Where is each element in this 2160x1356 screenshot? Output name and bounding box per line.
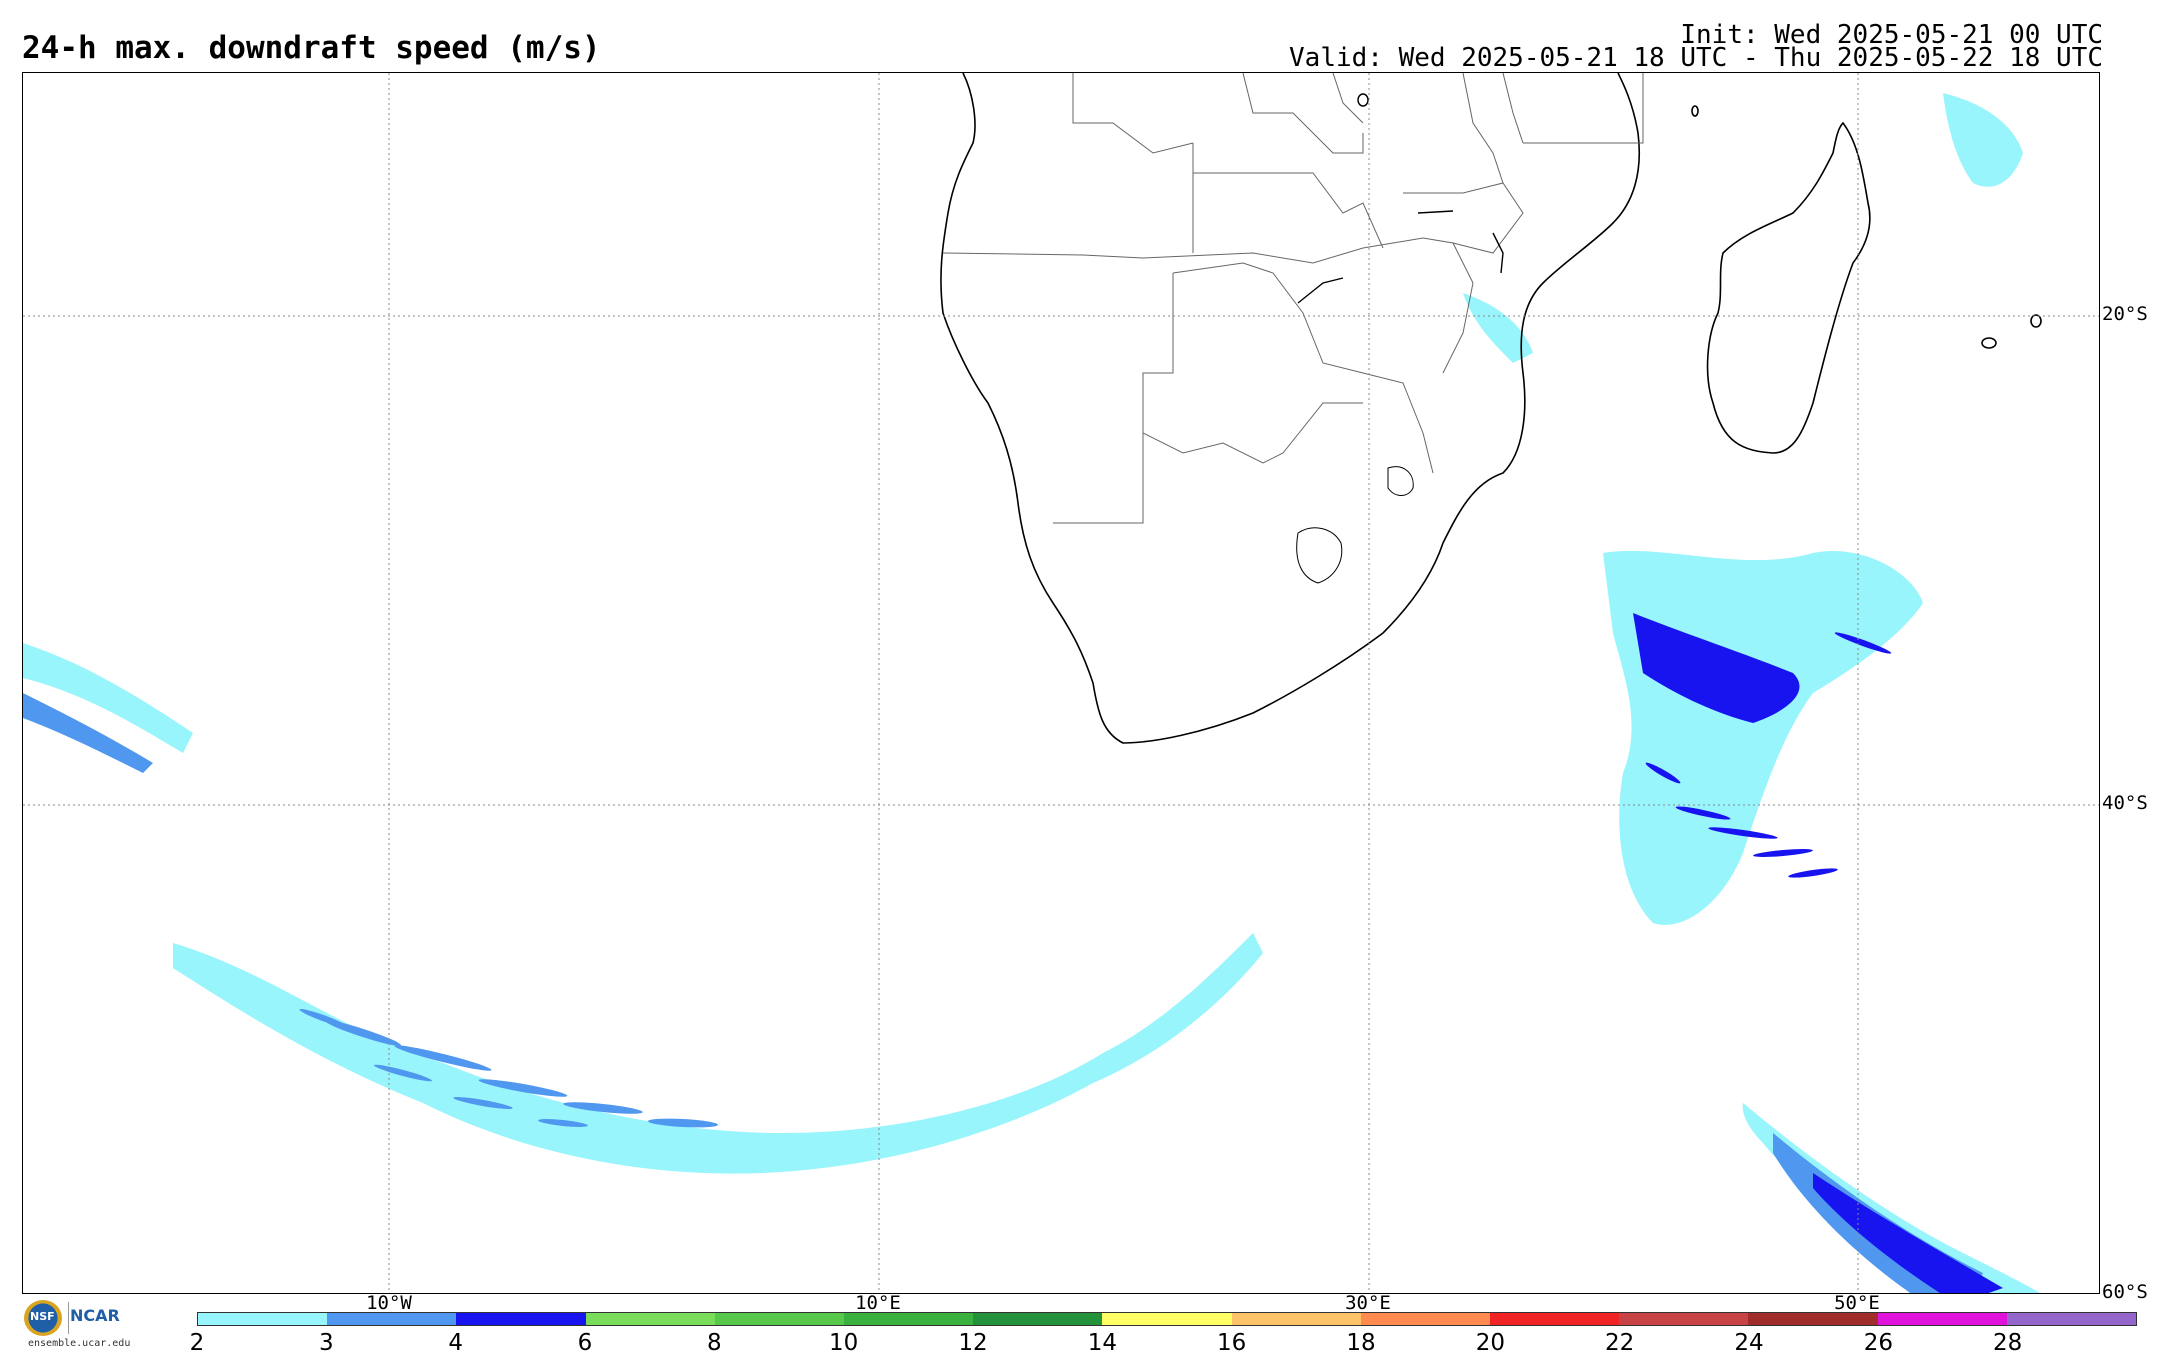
shading-streak (1708, 827, 1778, 839)
lat-label-40s: 40°S (2102, 792, 2148, 814)
comoros-outline (1691, 105, 1699, 117)
graticule (23, 73, 2099, 1293)
colorbar-segment (1619, 1313, 1749, 1325)
colorbar-tick-label: 6 (577, 1330, 593, 1356)
shading-west-edge-2 (23, 693, 153, 773)
country-borders (942, 73, 1644, 524)
shading-arc-band (173, 933, 1263, 1174)
eswatini-outline (1387, 466, 1414, 496)
colorbar-segment (1490, 1313, 1620, 1325)
nsf-logo-icon (24, 1300, 62, 1336)
lesotho-outline (1296, 527, 1343, 584)
mauritius-outline (1981, 337, 1997, 349)
nsf-logo-text: NSF (30, 1310, 55, 1323)
coastline-africa (940, 73, 1641, 744)
shading-streak (1645, 762, 1681, 784)
colorbar-tick-label: 16 (1217, 1330, 1247, 1356)
colorbar-segment (198, 1313, 328, 1325)
colorbar-tick-label: 8 (707, 1330, 722, 1356)
downdraft-shading-east (1603, 550, 1923, 925)
colorbar-tick-label: 26 (1863, 1330, 1893, 1356)
downdraft-shading-southwest (23, 643, 1263, 1174)
lon-label-50e: 50°E (1834, 1292, 1880, 1314)
shading-se-core (1813, 1173, 2003, 1293)
lat-label-20s: 20°S (2102, 303, 2148, 325)
shading-west-edge (23, 643, 193, 753)
shading-streak (538, 1119, 588, 1127)
lon-label-30e: 30°E (1345, 1292, 1391, 1314)
colorbar-tick-label: 28 (1993, 1330, 2023, 1356)
colorbar-segment (1748, 1313, 1878, 1325)
colorbar (197, 1312, 2137, 1326)
shading-streak (1834, 632, 1892, 654)
shading-ne-patch-2 (1463, 293, 1533, 363)
colorbar-segment (456, 1313, 586, 1325)
colorbar-tick-label: 24 (1734, 1330, 1764, 1356)
shading-ne-patch (1943, 93, 2023, 187)
coastline-madagascar (1691, 105, 2042, 454)
map-canvas (23, 73, 2099, 1293)
logo-url: ensemble.ucar.edu (28, 1338, 131, 1349)
downdraft-shading-northeast (1463, 93, 2023, 363)
colorbar-tick-label: 2 (189, 1330, 205, 1356)
colorbar-tick-label: 4 (448, 1330, 463, 1356)
shading-streak (299, 1008, 347, 1028)
colorbar-tick-label: 10 (829, 1330, 859, 1356)
init-time: Init: Wed 2025-05-21 00 UTC (1680, 20, 2103, 50)
colorbar-tick-label: 22 (1605, 1330, 1635, 1356)
colorbar-segment (844, 1313, 974, 1325)
shading-streak (1788, 868, 1838, 878)
colorbar-tick-label: 12 (958, 1330, 988, 1356)
shading-streak (394, 1045, 492, 1071)
downdraft-shading-southeast (1742, 1103, 2040, 1293)
map-panel[interactable] (22, 72, 2100, 1294)
shading-streak (648, 1118, 718, 1128)
reunion-outline (2030, 314, 2042, 328)
chart-title: 24-h max. downdraft speed (m/s) (22, 30, 601, 66)
colorbar-segment (1231, 1313, 1361, 1325)
logo-block: NSF NCAR ensemble.ucar.edu (24, 1300, 164, 1350)
lon-label-10e: 10°E (855, 1292, 901, 1314)
lakes (1297, 93, 1504, 304)
colorbar-segment (585, 1313, 715, 1325)
shading-streak (1675, 806, 1731, 820)
valid-time: Valid: Wed 2025-05-21 18 UTC - Thu 2025-… (1289, 43, 2103, 73)
shading-streak (1753, 849, 1813, 857)
colorbar-tick-label: 18 (1346, 1330, 1376, 1356)
colorbar-tick-label: 20 (1475, 1330, 1505, 1356)
shading-streak (563, 1102, 643, 1114)
colorbar-segment (1102, 1313, 1232, 1325)
shading-east-core (1633, 613, 1800, 723)
lat-label-60s: 60°S (2102, 1281, 2148, 1303)
colorbar-segment (1360, 1313, 1491, 1325)
colorbar-segment (327, 1313, 457, 1325)
shading-streak (478, 1079, 568, 1097)
colorbar-segment (1877, 1313, 2007, 1325)
colorbar-segment (714, 1313, 845, 1325)
colorbar-tick-label: 3 (319, 1330, 334, 1356)
colorbar-segment (973, 1313, 1103, 1325)
lon-label-10w: 10°W (366, 1292, 412, 1314)
shading-east-cluster (1603, 550, 1923, 925)
shading-streak (453, 1097, 513, 1109)
colorbar-tick-label: 14 (1087, 1330, 1117, 1356)
logo-divider (68, 1302, 69, 1334)
colorbar-segment (2006, 1313, 2137, 1325)
ncar-logo-text: NCAR (70, 1306, 120, 1325)
